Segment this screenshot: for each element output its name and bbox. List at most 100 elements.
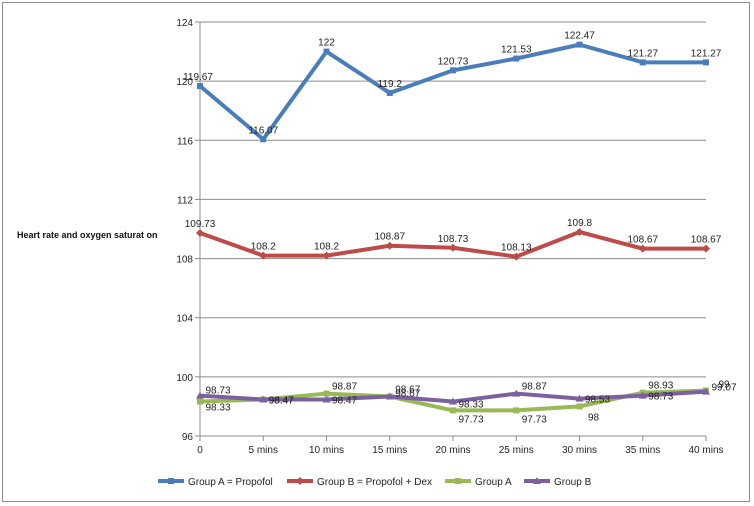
series-marker-1: [322, 251, 331, 260]
data-label: 99.07: [711, 383, 736, 394]
data-label: 98.73: [648, 392, 673, 403]
data-label: 120.73: [438, 56, 469, 67]
data-label: 109.8: [567, 218, 592, 229]
series-marker-1: [385, 241, 394, 250]
series-marker-3: [638, 391, 647, 399]
x-tick-label: 5 mins: [249, 445, 278, 456]
legend-marker: [296, 477, 304, 485]
data-label: 98.47: [332, 395, 357, 406]
data-label: 98.33: [205, 403, 230, 414]
legend-label: Group B: [554, 477, 592, 488]
data-label: 108.2: [314, 242, 339, 253]
legend-label: Group A: [475, 477, 512, 488]
data-label: 119.67: [183, 72, 213, 83]
data-label: 119.2: [378, 79, 403, 90]
series-marker-3: [575, 394, 584, 402]
data-label: 108.67: [691, 235, 722, 246]
legend-label: Group A = Propofol: [188, 477, 273, 488]
data-label: 122: [318, 38, 335, 49]
x-tick-label: 40 mins: [688, 445, 723, 456]
series-marker-0: [197, 83, 203, 90]
data-label: 122.47: [564, 31, 595, 42]
y-tick-label: 104: [176, 314, 193, 325]
series-marker-3: [322, 395, 331, 403]
y-tick-label: 108: [176, 255, 193, 266]
x-tick-label: 15 mins: [372, 445, 407, 456]
data-label: 108.87: [374, 232, 405, 243]
legend-marker: [533, 477, 541, 484]
data-label: 98.87: [332, 382, 357, 393]
data-label: 121.27: [691, 48, 722, 59]
series-lines: [196, 41, 710, 414]
y-tick-label: 124: [176, 18, 193, 29]
data-label: 98.67: [395, 389, 420, 400]
data-label: 98.47: [269, 395, 294, 406]
series-marker-3: [702, 387, 710, 395]
x-tick-label: 20 mins: [435, 445, 470, 456]
series-marker-3: [512, 389, 521, 397]
series-marker-0: [703, 59, 709, 66]
data-label: 108.13: [501, 243, 532, 254]
y-tick-label: 100: [176, 373, 193, 384]
x-tick-label: 30 mins: [562, 445, 597, 456]
data-label: 98.87: [522, 382, 547, 393]
data-label: 121.53: [501, 45, 532, 56]
data-label: 98.47: [269, 395, 294, 406]
series-marker-0: [576, 41, 583, 48]
series-marker-3: [449, 397, 457, 405]
series-marker-1: [196, 228, 204, 237]
series-marker-0: [513, 55, 520, 62]
data-label: 108.2: [251, 242, 276, 253]
data-label: 98.93: [648, 381, 673, 392]
data-label: 108.73: [438, 234, 469, 245]
series-marker-0: [639, 59, 646, 66]
y-tick-label: 116: [177, 136, 193, 147]
data-label: 121.27: [627, 48, 658, 59]
series-marker-1: [702, 244, 710, 253]
series-marker-2: [197, 398, 203, 405]
series-marker-3: [196, 391, 204, 399]
series-marker-3: [259, 395, 268, 403]
series-marker-2: [450, 407, 456, 414]
data-label: 109.73: [185, 219, 216, 230]
legend: Group A = Propofol Group B = Propofol + D…: [158, 477, 592, 488]
series-marker-3: [385, 392, 394, 400]
data-label: 98.53: [585, 395, 610, 406]
legend-marker: [168, 478, 174, 484]
series-marker-1: [449, 243, 457, 252]
series-marker-2: [323, 390, 330, 397]
y-tick-label: 112: [177, 195, 193, 206]
series-marker-1: [575, 227, 584, 236]
x-tick-label: 0: [197, 445, 203, 456]
series-marker-0: [386, 89, 393, 96]
legend-label: Group B = Propofol + Dex: [317, 477, 432, 488]
series-marker-0: [450, 67, 456, 74]
x-tick-labels: 0 5 mins 10 mins 15 mins 20 mins 25 mins 30 mi…: [197, 445, 723, 456]
data-label: 98: [588, 412, 600, 423]
y-axis-label: Heart rate and oxygen saturat on: [17, 230, 158, 240]
data-label: 98.73: [205, 386, 230, 397]
legend-marker: [455, 478, 461, 484]
series-marker-0: [260, 136, 267, 143]
axes: [195, 21, 707, 441]
series-marker-1: [638, 244, 647, 253]
series-marker-1: [512, 252, 521, 261]
data-label: 116.07: [248, 125, 278, 136]
x-tick-label: 25 mins: [499, 445, 534, 456]
data-label: 97.73: [458, 414, 483, 425]
y-tick-labels: 96 100 104 108 112 116 120 124: [176, 18, 193, 443]
x-tick-label: 35 mins: [625, 445, 660, 456]
data-label: 108.67: [627, 235, 658, 246]
series-marker-0: [323, 48, 330, 55]
y-tick-label: 120: [176, 77, 193, 88]
gridlines: [200, 21, 706, 437]
data-label: 98.33: [458, 400, 483, 411]
data-label: 99: [718, 380, 730, 391]
series-marker-1: [259, 251, 268, 260]
y-tick-label: 96: [182, 432, 194, 443]
series-marker-2: [513, 407, 520, 414]
x-tick-label: 10 mins: [309, 445, 344, 456]
series-marker-2: [576, 403, 583, 410]
